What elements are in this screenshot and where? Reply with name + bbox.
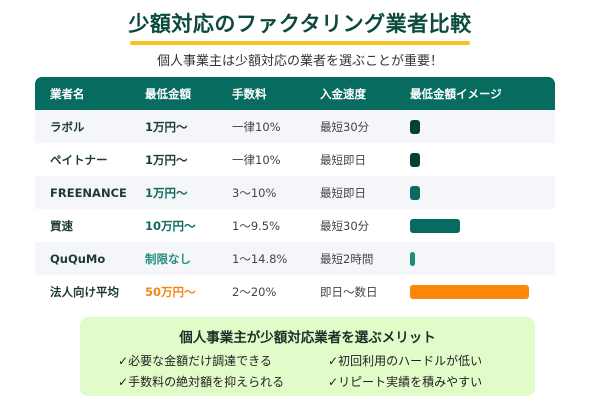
min-amount: 1万円〜 [145,185,188,200]
payout-speed: 最短2時間 [320,251,374,266]
table-header: 業者名 最低金額 手数料 入金速度 最低金額イメージ [35,77,555,110]
provider-name: FREENANCE [50,185,127,200]
fee: 1〜9.5% [232,218,281,233]
provider-name: ペイトナー [50,152,108,167]
column-header-min-amount-image: 最低金額イメージ [410,86,502,101]
title-underline [130,41,470,45]
min-amount-bar [410,251,415,266]
fee: 一律10% [232,152,281,167]
payout-speed: 最短30分 [320,218,370,233]
table-row: ペイトナー 1万円〜 一律10% 最短即日 [35,143,555,176]
check-icon: ✓ [328,354,339,368]
merit-text: リピート実績を積みやすい [338,375,483,389]
payout-speed: 最短30分 [320,119,370,134]
merit-item: ✓手数料の絶対額を抑えられる [118,373,284,390]
min-amount-bar-cell [410,251,555,266]
min-amount: 1万円〜 [145,152,188,167]
column-header-name: 業者名 [50,86,85,101]
fee: 3〜10% [232,185,277,200]
table-row: 買速 10万円〜 1〜9.5% 最短30分 [35,209,555,242]
merit-text: 初回利用のハードルが低い [338,354,483,368]
min-amount-bar-cell [410,152,555,167]
column-header-fee: 手数料 [232,86,267,101]
fee: 一律10% [232,119,281,134]
table-row: QuQuMo 制限なし 1〜14.8% 最短2時間 [35,242,555,275]
min-amount-bar [410,152,420,167]
payout-speed: 最短即日 [320,185,366,200]
provider-name: 法人向け平均 [50,284,119,299]
merit-text: 手数料の絶対額を抑えられる [128,375,285,389]
min-amount-bar-cell [410,218,555,233]
provider-name: QuQuMo [50,251,106,266]
page-title: 少額対応のファクタリング業者比較 [128,12,472,36]
column-header-min-amount: 最低金額 [145,86,191,101]
merit-item: ✓必要な金額だけ調達できる [118,352,272,369]
min-amount-bar-cell [410,119,555,134]
merits-title: 個人事業主が少額対応業者を選ぶメリット [179,330,436,346]
min-amount-bar-cell [410,284,555,299]
provider-name: 買速 [50,218,73,233]
comparison-table: 業者名 最低金額 手数料 入金速度 最低金額イメージ ラボル 1万円〜 一律10% 最… [35,77,555,308]
table-body: ラボル 1万円〜 一律10% 最短30分 ペイトナー 1万円〜 一律10% 最短即日 FREEN… [35,110,555,308]
page-subtitle: 個人事業主は少額対応の業者を選ぶことが重要！ [156,54,443,69]
payout-speed: 最短即日 [320,152,366,167]
merit-text: 必要な金額だけ調達できる [128,354,272,368]
fee: 2〜20% [232,284,277,299]
min-amount: 1万円〜 [145,119,188,134]
check-icon: ✓ [328,375,339,389]
min-amount-bar [410,119,420,134]
table-row: 法人向け平均 50万円〜 2〜20% 即日〜数日 [35,275,555,308]
check-icon: ✓ [118,354,129,368]
min-amount: 10万円〜 [145,218,196,233]
min-amount: 50万円〜 [145,284,196,299]
min-amount-bar-cell [410,185,555,200]
check-icon: ✓ [118,375,129,389]
payout-speed: 即日〜数日 [320,284,378,299]
merit-item: ✓リピート実績を積みやすい [328,373,482,390]
table-row: ラボル 1万円〜 一律10% 最短30分 [35,110,555,143]
min-amount-bar [410,185,420,200]
min-amount-bar [410,284,529,299]
fee: 1〜14.8% [232,251,288,266]
table-row: FREENANCE 1万円〜 3〜10% 最短即日 [35,176,555,209]
column-header-speed: 入金速度 [320,86,366,101]
provider-name: ラボル [50,119,85,134]
min-amount: 制限なし [145,251,191,266]
min-amount-bar [410,218,460,233]
merits-box: 個人事業主が少額対応業者を選ぶメリット ✓必要な金額だけ調達できる ✓初回利用のハ… [80,317,535,396]
merit-item: ✓初回利用のハードルが低い [328,352,482,369]
